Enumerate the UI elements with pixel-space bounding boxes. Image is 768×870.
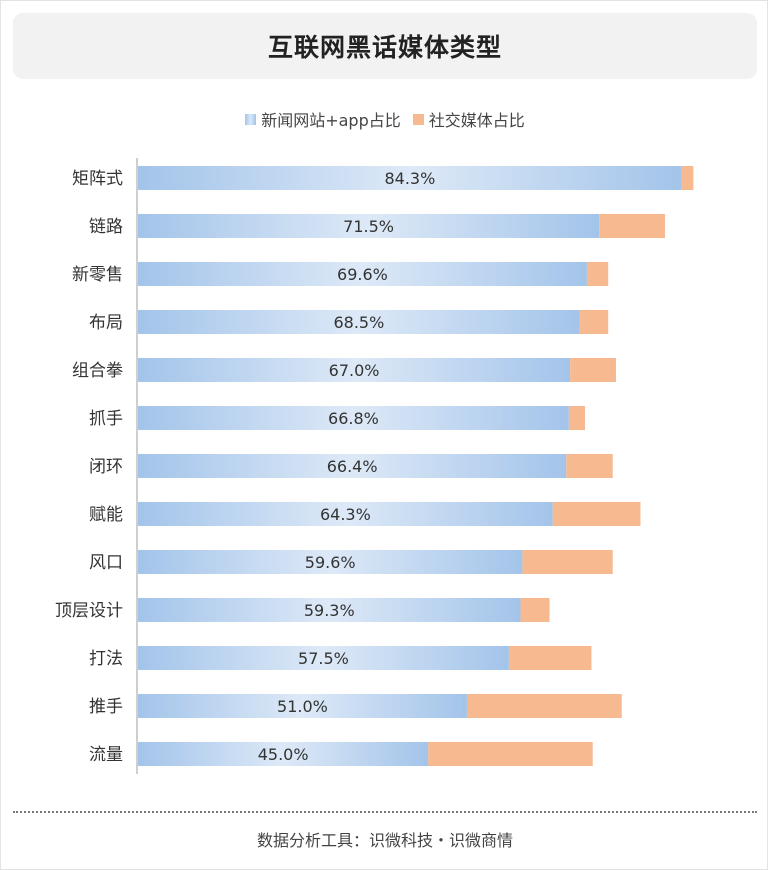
data-label-news: 64.3% <box>320 505 371 524</box>
data-label-news: 45.0% <box>258 745 309 764</box>
data-label-news: 51.0% <box>277 697 328 716</box>
bar-news <box>138 454 567 478</box>
bar-social <box>579 310 609 334</box>
bar-social <box>466 694 622 718</box>
bar-social <box>568 406 585 430</box>
legend-item-news: 新闻网站+app占比 <box>245 107 401 131</box>
category-label: 闭环 <box>89 457 123 477</box>
bar-news <box>138 166 682 190</box>
bar-news <box>138 358 571 382</box>
category-label: 矩阵式 <box>72 169 123 189</box>
bar-social <box>681 166 694 190</box>
bar-news <box>138 742 429 766</box>
bar-social <box>428 742 593 766</box>
data-label-news: 67.0% <box>329 361 380 380</box>
bar-social <box>566 454 613 478</box>
footer-source: 数据分析工具：识微科技・识微商情 <box>256 831 513 850</box>
category-label: 抓手 <box>89 409 123 429</box>
bar-chart: 矩阵式 84.3% 链路 71.5% 新零售 69.6% 布局 68.5% 组合拳 67.0% 抓手… <box>55 158 694 774</box>
data-label-news: 66.8% <box>328 409 379 428</box>
category-label: 赋能 <box>89 505 123 525</box>
data-label-news: 68.5% <box>333 313 384 332</box>
bar-news <box>138 646 509 670</box>
bar-news <box>138 262 587 286</box>
bar-news <box>138 406 569 430</box>
chart-title: 互联网黑话媒体类型 <box>267 33 502 62</box>
bar-news <box>138 598 521 622</box>
bar-social <box>599 214 665 238</box>
category-label: 链路 <box>89 217 123 237</box>
category-label: 组合拳 <box>72 361 123 381</box>
footer-divider <box>13 811 757 813</box>
bar-news <box>138 310 580 334</box>
bar-social <box>586 262 609 286</box>
data-label-news: 84.3% <box>384 169 435 188</box>
bar-news <box>138 694 467 718</box>
bar-social <box>520 598 550 622</box>
data-label-news: 66.4% <box>327 457 378 476</box>
data-label-news: 71.5% <box>343 217 394 236</box>
bar-news <box>138 502 553 526</box>
category-label: 推手 <box>89 697 123 717</box>
data-label-news: 69.6% <box>337 265 388 284</box>
bar-news <box>138 550 523 574</box>
data-label-news: 57.5% <box>298 649 349 668</box>
legend-swatch-news <box>245 113 257 125</box>
data-label-news: 59.3% <box>304 601 355 620</box>
category-label: 打法 <box>89 649 123 669</box>
legend-label-social: 社交媒体占比 <box>428 111 525 130</box>
bar-social <box>508 646 592 670</box>
bar-news <box>138 214 600 238</box>
legend-label-news: 新闻网站+app占比 <box>261 111 401 130</box>
category-label: 风口 <box>89 553 123 573</box>
data-label-news: 59.6% <box>305 553 356 572</box>
category-label: 新零售 <box>72 265 123 285</box>
legend: 新闻网站+app占比 社交媒体占比 <box>1 107 768 131</box>
bar-social <box>570 358 616 382</box>
bar-social <box>522 550 613 574</box>
category-label: 布局 <box>89 313 123 333</box>
category-label: 流量 <box>89 745 123 765</box>
legend-item-social: 社交媒体占比 <box>412 107 525 131</box>
legend-swatch-social <box>412 113 424 125</box>
bar-social <box>552 502 641 526</box>
category-label: 顶层设计 <box>55 601 123 621</box>
title-box: 互联网黑话媒体类型 <box>13 13 757 79</box>
